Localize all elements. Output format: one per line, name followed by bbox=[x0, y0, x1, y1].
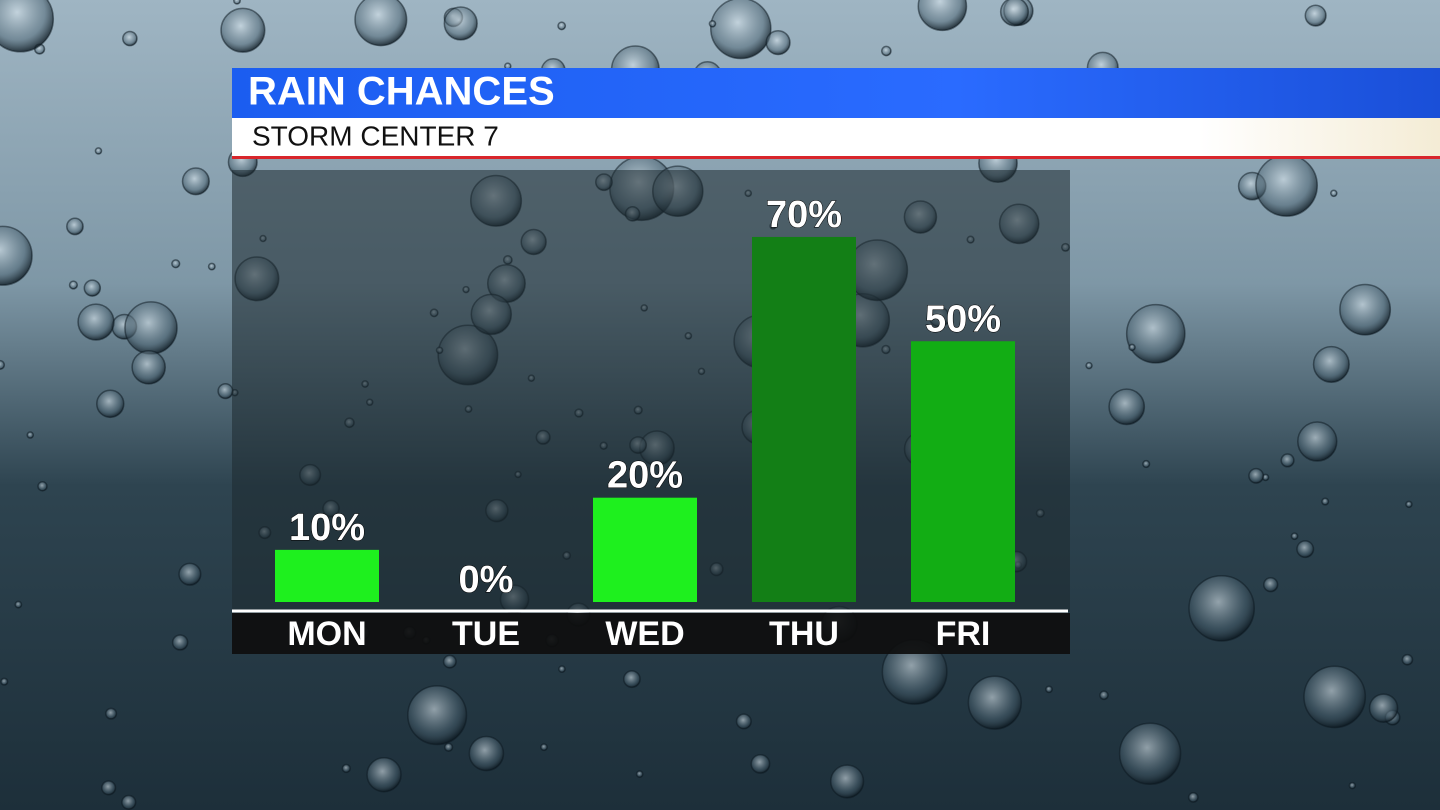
raindrop bbox=[37, 481, 48, 492]
raindrop bbox=[1125, 303, 1186, 364]
x-tick-label: TUE bbox=[452, 615, 520, 653]
raindrop bbox=[94, 147, 103, 155]
raindrop bbox=[443, 742, 454, 752]
raindrop bbox=[0, 225, 33, 286]
raindrop bbox=[708, 19, 717, 28]
raindrop bbox=[341, 763, 351, 774]
raindrop bbox=[105, 707, 118, 720]
raindrop bbox=[66, 217, 84, 236]
raindrop bbox=[1045, 685, 1053, 694]
raindrop bbox=[967, 675, 1023, 730]
raindrop bbox=[558, 665, 566, 674]
value-label: 50% bbox=[925, 298, 1001, 340]
raindrop bbox=[1304, 4, 1327, 27]
raindrop bbox=[121, 794, 137, 810]
raindrop bbox=[1290, 532, 1299, 541]
raindrop bbox=[207, 262, 216, 271]
raindrop bbox=[622, 670, 641, 689]
raindrop bbox=[710, 0, 772, 60]
raindrop bbox=[1187, 792, 1199, 803]
raindrop bbox=[917, 0, 968, 32]
x-tick-label: THU bbox=[769, 615, 839, 653]
title-bar bbox=[232, 68, 1440, 118]
raindrop bbox=[1108, 388, 1146, 426]
raindrop bbox=[1312, 345, 1350, 383]
raindrop bbox=[1368, 693, 1399, 723]
raindrop bbox=[68, 280, 79, 290]
raindrop bbox=[635, 770, 644, 779]
bar bbox=[593, 497, 697, 602]
raindrop bbox=[178, 562, 202, 586]
raindrop bbox=[735, 713, 752, 730]
x-tick-label: FRI bbox=[936, 615, 991, 653]
raindrop bbox=[0, 0, 55, 53]
bar bbox=[752, 236, 856, 602]
raindrop bbox=[124, 301, 178, 355]
raindrop bbox=[1118, 722, 1182, 786]
x-tick-label: WED bbox=[605, 615, 684, 653]
value-label: 10% bbox=[289, 507, 365, 549]
raindrop bbox=[765, 29, 791, 56]
raindrop bbox=[233, 0, 241, 5]
raindrop bbox=[1128, 343, 1136, 352]
raindrop bbox=[366, 756, 402, 793]
chart-title: RAIN CHANCES bbox=[248, 70, 555, 114]
raindrop bbox=[171, 634, 189, 651]
raindrop bbox=[83, 279, 102, 297]
raindrop bbox=[1297, 421, 1338, 462]
raindrop bbox=[468, 735, 505, 772]
raindrop bbox=[557, 21, 567, 31]
raindrop bbox=[880, 45, 892, 57]
raindrop bbox=[181, 167, 210, 196]
raindrop bbox=[830, 764, 865, 799]
raindrop bbox=[1099, 690, 1109, 701]
raindrop bbox=[540, 743, 548, 752]
raindrop bbox=[122, 30, 138, 47]
raindrop bbox=[0, 677, 9, 686]
x-tick-label: MON bbox=[287, 615, 366, 653]
raindrop bbox=[442, 654, 457, 669]
raindrop bbox=[77, 303, 115, 341]
raindrop bbox=[1280, 453, 1295, 468]
raindrop bbox=[1248, 467, 1265, 484]
raindrop bbox=[96, 389, 125, 419]
raindrop bbox=[171, 259, 181, 269]
raindrop bbox=[1405, 500, 1413, 509]
raindrop bbox=[1321, 497, 1330, 506]
value-label: 0% bbox=[459, 559, 514, 601]
subtitle-bar bbox=[232, 118, 1440, 156]
bar bbox=[275, 549, 379, 602]
raindrop bbox=[1255, 154, 1318, 217]
raindrop bbox=[220, 7, 266, 53]
raindrop bbox=[1296, 540, 1315, 559]
raindrop bbox=[1401, 653, 1414, 666]
raindrop bbox=[26, 431, 35, 439]
raindrop bbox=[1329, 189, 1338, 198]
raindrop bbox=[1085, 361, 1093, 370]
raindrop bbox=[217, 382, 234, 400]
raindrop bbox=[750, 753, 771, 774]
raindrop bbox=[0, 359, 6, 370]
raindrop bbox=[407, 685, 468, 746]
raindrop bbox=[1303, 665, 1367, 729]
raindrop bbox=[14, 600, 23, 609]
raindrop bbox=[1188, 574, 1255, 642]
raindrop bbox=[999, 0, 1030, 27]
raindrop bbox=[1348, 781, 1357, 790]
raindrop bbox=[131, 349, 166, 385]
label-band bbox=[232, 613, 1070, 654]
chart-subtitle: STORM CENTER 7 bbox=[252, 120, 499, 151]
raindrop bbox=[354, 0, 408, 47]
raindrop bbox=[1142, 459, 1151, 469]
red-rule bbox=[232, 156, 1440, 159]
raindrop bbox=[101, 780, 117, 796]
raindrop bbox=[1263, 577, 1279, 593]
value-label: 70% bbox=[766, 194, 842, 236]
raindrop bbox=[443, 6, 478, 41]
bar bbox=[911, 341, 1015, 602]
raindrop bbox=[1339, 283, 1392, 336]
value-label: 20% bbox=[607, 455, 683, 497]
